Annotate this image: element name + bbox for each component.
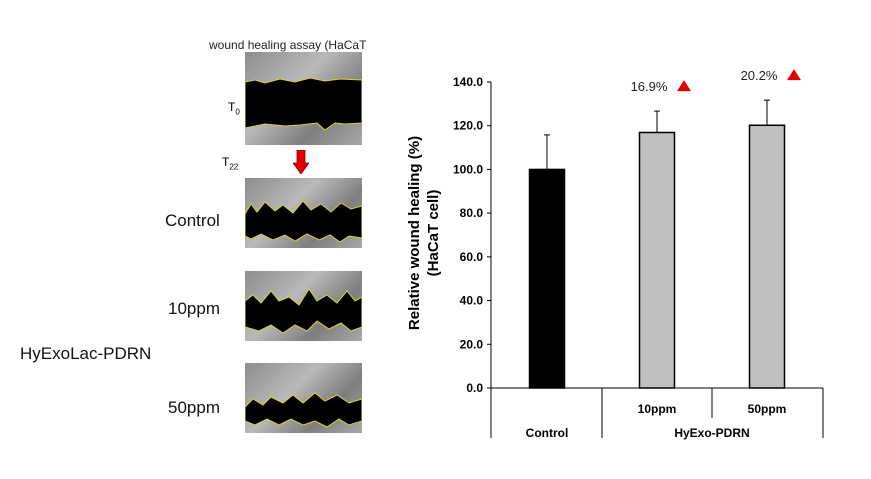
x-tick-label-50ppm: 50ppm [748,402,787,416]
up-triangle-icon [677,80,691,92]
group-label: HyExoLac-PDRN [20,344,152,363]
increase-annotation: 20.2% [741,68,778,83]
y-tick-label: 80.0 [460,206,484,220]
y-axis-label-line2: (HaCaT cell) [425,190,442,277]
bar-control [528,168,566,389]
row-label-50ppm: 50ppm [168,398,220,417]
t0-sub: 0 [235,107,240,117]
time-t22-label: T22 [222,155,238,171]
y-tick-label: 60.0 [460,250,484,264]
x-tick-label-10ppm: 10ppm [638,402,677,416]
micrograph-50ppm [245,363,362,433]
micrograph-control [245,178,362,248]
t0-letter: T [228,100,236,114]
bar-10ppm [638,131,676,389]
t22-sub: 22 [229,162,239,172]
y-tick-label: 0.0 [466,381,483,395]
y-tick-label: 140.0 [453,75,483,89]
y-tick-label: 100.0 [453,162,483,176]
x-group-label-hyexo: HyExo-PDRN [674,426,749,440]
y-axis-label-line1: Relative wound healing (%) [406,136,423,330]
y-tick-label: 120.0 [453,119,483,133]
y-tick-label: 20.0 [460,337,484,351]
bar-50ppm [748,124,786,389]
row-label-10ppm: 10ppm [168,299,220,318]
micrograph-t0 [245,52,362,145]
increase-annotation: 16.9% [631,79,668,94]
time-t0-label: T0 [228,100,240,116]
up-triangle-icon [787,69,801,81]
y-tick-label: 40.0 [460,294,484,308]
y-axis-label: Relative wound healing (%) (HaCaT cell) [406,136,442,330]
assay-title: wound healing assay (HaCaT [209,38,367,52]
t22-letter: T [222,155,230,169]
down-arrow-icon [293,150,309,174]
x-group-label-control: Control [526,426,569,440]
micrograph-10ppm [245,271,362,341]
row-label-control: Control [165,211,220,230]
